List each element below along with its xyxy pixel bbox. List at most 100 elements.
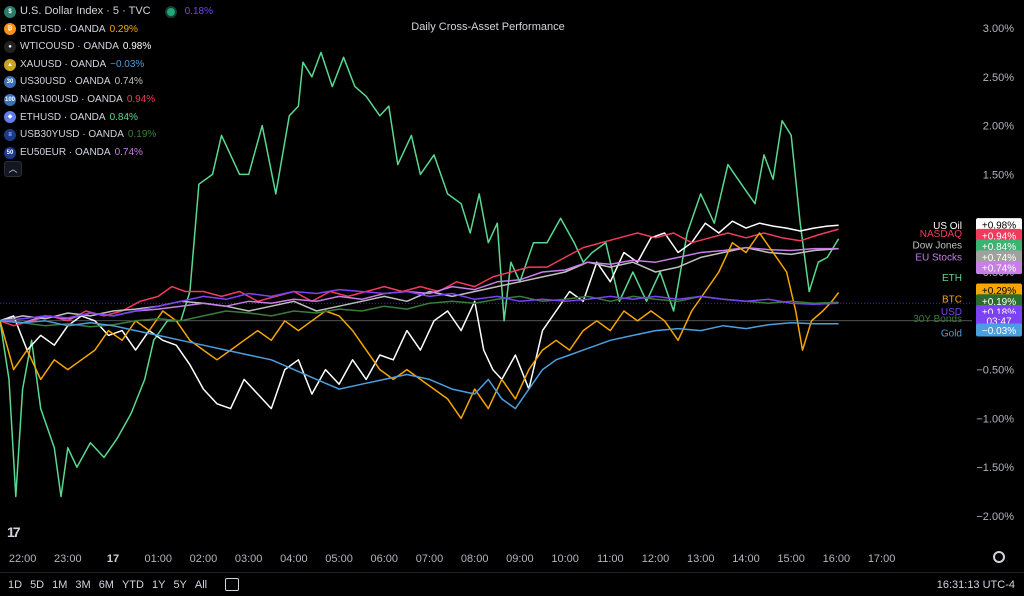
eu50-icon: 50 [4,146,16,159]
range-button-1d[interactable]: 1D [8,578,23,591]
ethereum-icon: ◆ [4,111,16,124]
value-badge: +0.98% [976,218,1022,232]
x-tick-label: 07:00 [416,553,444,565]
range-button-1m[interactable]: 1M [52,578,68,591]
value-badge: +0.94% [976,228,1022,242]
legend-change: 0.29% [109,23,138,35]
value-badge-bg [976,250,1022,264]
legend-change: 0.94% [126,93,156,105]
range-button-1y[interactable]: 1Y [151,578,166,591]
main-change: 0.18% [184,6,213,17]
legend-symbol: NAS100USD · OANDA [20,93,123,105]
x-tick-label: 02:00 [190,553,218,565]
value-badge: +0.19% [976,294,1022,308]
range-button-3m[interactable]: 3M [75,578,91,591]
value-badge-text: +0.29% [982,286,1016,297]
series-end-label: 30Y Bonds [913,314,962,325]
y-tick-label: 3.00% [983,23,1014,35]
series-line-us-oil [0,220,839,410]
dxy-icon: $ [4,5,16,18]
x-tick-label: 22:00 [9,553,37,565]
range-button-ytd[interactable]: YTD [121,578,144,591]
legend-row[interactable]: ▲ XAUUSD · OANDA −0.03% [4,56,213,74]
range-button-5d[interactable]: 5D [30,578,45,591]
bitcoin-icon: ₿ [4,23,16,36]
legend-change: 0.98% [122,41,152,53]
range-button-all[interactable]: All [194,578,208,591]
y-tick-label: 2.00% [983,121,1014,133]
x-tick-label: 12:00 [642,553,670,565]
legend-change: 0.74% [114,146,143,158]
x-axis: 22:00 23:00 17 01:00 02:00 03:00 04:00 05:00 06:… [9,553,896,565]
us-flag-icon: ≡ [4,128,16,141]
y-tick-label: 1.50% [983,169,1014,181]
clock[interactable]: 16:31:13 UTC-4 [936,578,1015,591]
y-tick-label: 2.50% [983,72,1014,84]
x-tick-label: 23:00 [54,553,82,565]
y-tick-label: −1.50% [976,462,1014,474]
range-button-5y[interactable]: 5Y [173,578,187,591]
value-badges: +0.98%+0.94%+0.84%+0.74%+0.74%+0.29%+0.1… [976,218,1022,337]
series-line-btc [0,232,840,420]
range-buttons: 1D 5D 1M 3M 6M YTD 1Y 5Y All [0,579,207,591]
x-tick-label: 11:00 [597,553,624,565]
x-tick-label: 14:00 [732,553,760,565]
calendar-icon[interactable] [225,578,240,591]
value-badge: −0.03% [976,323,1022,337]
legend-row[interactable]: ● WTICOUSD · OANDA 0.98% [4,38,213,56]
collapse-legend-button[interactable]: ︿ [4,161,22,177]
value-badge: +0.84% [976,239,1022,253]
value-badge: +0.74% [976,261,1022,275]
legend-symbol: BTCUSD · OANDA [20,23,106,35]
legend-row[interactable]: ◆ ETHUSD · OANDA 0.84% [4,109,213,127]
legend-change: 0.19% [127,129,157,141]
x-tick-label: 13:00 [687,553,715,565]
x-tick-label: 09:00 [506,553,534,565]
series-line-eth [0,51,840,498]
value-badge-text: +0.98% [982,221,1016,232]
legend-change: −0.03% [110,58,145,70]
series-end-label: BTC [942,294,962,305]
series-end-label: NASDAQ [920,229,962,240]
x-tick-label: 17 [107,553,119,565]
value-badge-bg [976,228,1022,242]
us30-icon: 30 [4,76,16,89]
value-badge: +0.29% [976,283,1022,297]
baseline [0,302,972,322]
x-tick-label: 03:00 [235,553,263,565]
x-tick-label: 05:00 [325,553,353,565]
range-button-6m[interactable]: 6M [98,578,114,591]
legend-symbol: EU50EUR · OANDA [20,146,111,158]
value-badge-bg [976,283,1022,297]
legend-row[interactable]: 50 EU50EUR · OANDA 0.74% [4,144,213,162]
value-badge-text: +0.19% [982,297,1016,308]
series-end-label: EU Stocks [915,252,962,263]
main-symbol: U.S. Dollar Index · 5 · TVC [20,5,151,17]
value-badge-text: +0.74% [982,253,1016,264]
legend-row[interactable]: ≡ USB30YUSD · OANDA 0.19% [4,126,213,144]
oil-drop-icon: ● [4,40,16,53]
series-end-label: Gold [941,329,962,340]
value-badge-bg [976,261,1022,275]
legend-row[interactable]: 30 US30USD · OANDA 0.74% [4,73,213,91]
y-tick-label: −0.50% [976,365,1014,377]
legend-row[interactable]: ₿ BTCUSD · OANDA 0.29% [4,21,213,39]
legend-change: 0.84% [109,111,138,123]
legend-row[interactable]: 100 NAS100USD · OANDA 0.94% [4,91,213,109]
value-badge-text: +0.84% [982,242,1016,253]
y-tick-label: −1.00% [976,413,1014,425]
value-badge-text: +0.74% [982,264,1016,275]
x-tick-label: 06:00 [371,553,399,565]
x-tick-label: 08:00 [461,553,489,565]
series-end-label: USD [941,307,962,318]
series-end-label: US Oil [933,221,962,232]
series-line-nasdaq [0,228,839,327]
x-tick-label: 04:00 [280,553,308,565]
legend-header[interactable]: $ U.S. Dollar Index · 5 · TVC 0.18% [4,3,213,21]
value-badge-text: +0.94% [982,231,1016,242]
settings-gear-icon[interactable] [993,551,1005,563]
bottom-toolbar: 1D 5D 1M 3M 6M YTD 1Y 5Y All 16:31:13 UTC-4 [0,572,1024,596]
legend-symbol: USB30YUSD · OANDA [20,129,124,141]
